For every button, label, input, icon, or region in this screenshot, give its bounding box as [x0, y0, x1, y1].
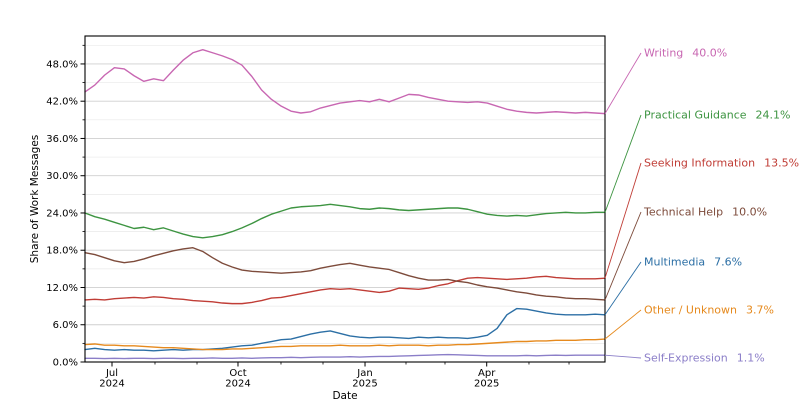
series-line-multimedia [84, 307, 606, 352]
y-tick-label: 6.0% [53, 320, 78, 331]
series-label-seeking-information: Seeking Information 13.5% [644, 157, 799, 170]
y-tick-label: 42.0% [46, 97, 78, 108]
plot-border [84, 35, 606, 363]
gridlines [85, 44, 605, 344]
leader-line-multimedia [604, 261, 642, 316]
y-tick-label: 12.0% [46, 283, 78, 294]
series-label-other-unknown: Other / Unknown 3.7% [644, 304, 774, 317]
series-line-practical-guidance [84, 203, 606, 239]
y-tick-label: 18.0% [46, 246, 78, 257]
series-lines [84, 48, 606, 360]
x-axis-title: Date [332, 390, 357, 402]
leader-line-other-unknown [604, 309, 642, 340]
series-line-self-expression [84, 353, 606, 360]
y-axis: 0.0% 6.0% 12.0% 18.0% 24.0% 30.0% 36.0% 42.0% 48… [46, 44, 85, 369]
series-label-multimedia: Multimedia 7.6% [644, 256, 742, 269]
series-label-practical-guidance: Practical Guidance 24.1% [644, 109, 790, 122]
y-tick-label: 30.0% [46, 171, 78, 182]
y-tick-label: 24.0% [46, 208, 78, 219]
series-line-seeking-information [84, 275, 606, 305]
y-axis-title: Share of Work Messages [29, 135, 41, 264]
series-line-technical-help [84, 247, 606, 301]
leader-line-practical-guidance [604, 114, 642, 213]
series-label-self-expression: Self-Expression 1.1% [644, 352, 765, 365]
series-line-writing [84, 48, 606, 115]
x-tick-label: Jul 2024 [99, 368, 124, 390]
series-line-other-unknown [84, 338, 606, 351]
leader-line-writing [604, 52, 642, 114]
x-axis: Jul 2024 Oct 2024 Jan 2025 Apr 2025 [99, 362, 570, 390]
series-label-writing: Writing 40.0% [644, 47, 727, 60]
series-label-technical-help: Technical Help 10.0% [643, 206, 767, 219]
leader-line-technical-help [604, 211, 642, 301]
y-tick-label: 48.0% [46, 59, 78, 70]
x-tick-label: Apr 2025 [474, 368, 499, 390]
y-tick-label: 36.0% [46, 134, 78, 145]
y-tick-label: 0.0% [53, 358, 78, 369]
leader-line-self-expression [604, 354, 642, 359]
x-tick-label: Jan 2025 [352, 368, 377, 390]
series-annotations: Writing 40.0% Practical Guidance 24.1% Seeki… [604, 47, 799, 365]
x-tick-label: Oct 2024 [225, 368, 250, 390]
leader-line-seeking-information [604, 162, 642, 279]
